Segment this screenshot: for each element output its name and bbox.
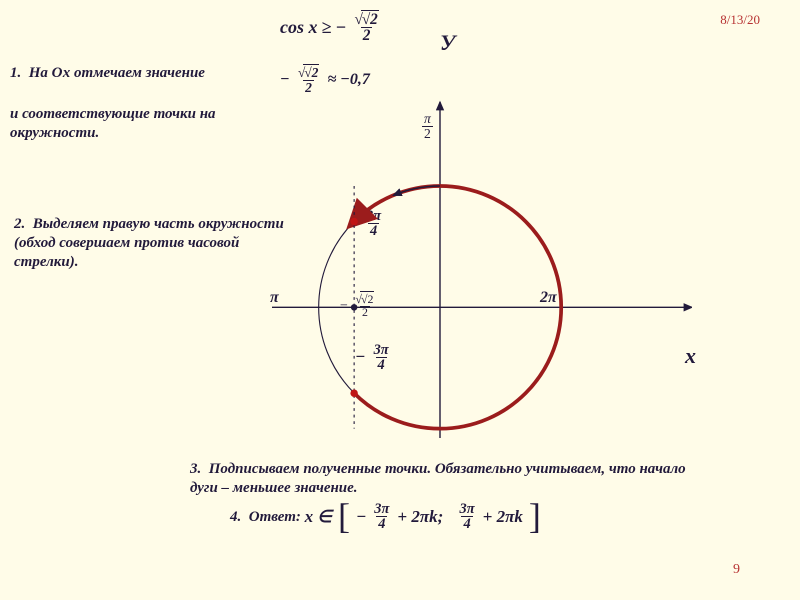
step-2: 2. Выделяем правую часть окружности (обх… (14, 215, 284, 271)
axis-y-label: У (440, 30, 455, 56)
step2-text: Выделяем правую часть окружности (обход … (14, 216, 284, 270)
ans-num2: 3π (458, 502, 477, 516)
ans-lb-sign: − (356, 506, 366, 527)
step3-text: Подписываем полученные точки. Обязательн… (190, 461, 686, 496)
step-1b: и соответствующие точки на окружности. (10, 105, 290, 143)
step3-prefix: 3. (190, 461, 201, 477)
step1-prefix: 1. (10, 65, 21, 81)
ans-in: ∈ (317, 506, 332, 527)
point-3pi4 (350, 218, 357, 225)
ineq-num: √2 (361, 10, 379, 28)
approx-sym: ≈ (327, 71, 336, 89)
approx-val: −0,7 (340, 71, 370, 89)
ineq-rel: ≥ (322, 17, 332, 38)
step-3: 3. Подписываем полученные точки. Обязате… (190, 460, 710, 498)
slide-number: 9 (733, 562, 740, 578)
bracket-left: [ (338, 506, 350, 528)
ans-num1: 3π (372, 502, 391, 516)
point-neg-3pi4 (350, 389, 357, 396)
ans-var: x (305, 506, 314, 527)
approx-frac: √2 2 (296, 66, 322, 94)
ineq-sign: − (335, 17, 346, 38)
step2-prefix: 2. (14, 216, 25, 232)
approx-num: √2 (303, 64, 319, 80)
bracket-right: ] (529, 506, 541, 528)
point-on-x-axis (351, 304, 358, 311)
unit-circle-diagram (272, 100, 692, 440)
answer-expression: x ∈ [ − 3π 4 + 2πk; 3π 4 + 2πk ] (305, 502, 543, 532)
step1-text: На Ох отмечаем значение (29, 65, 205, 81)
approx-value: − √2 2 ≈ −0,7 (280, 66, 370, 94)
ans-period2: + 2πk (483, 506, 523, 527)
step-4: 4. Ответ: x ∈ [ − 3π 4 + 2πk; 3π 4 + 2πk… (230, 502, 770, 532)
ineq-den: 2 (361, 27, 373, 43)
slide-root: 8/13/20 9 cos x ≥ − √2 2 У x 1. На Ох от… (0, 0, 800, 600)
step-1: 1. На Ох отмечаем значение (10, 64, 270, 83)
ans-den1: 4 (376, 516, 387, 531)
date-text: 8/13/20 (720, 12, 760, 28)
ans-den2: 4 (461, 516, 472, 531)
step4-prefix: 4. (230, 508, 241, 527)
main-inequality: cos x ≥ − √2 2 (280, 12, 383, 44)
ineq-lhs: cos x (280, 17, 318, 38)
ans-period1: + 2πk; (397, 506, 443, 527)
approx-den: 2 (303, 80, 314, 95)
approx-sign: − (280, 71, 290, 89)
ineq-frac: √2 2 (352, 12, 380, 44)
step4-text: Ответ: (249, 508, 301, 527)
